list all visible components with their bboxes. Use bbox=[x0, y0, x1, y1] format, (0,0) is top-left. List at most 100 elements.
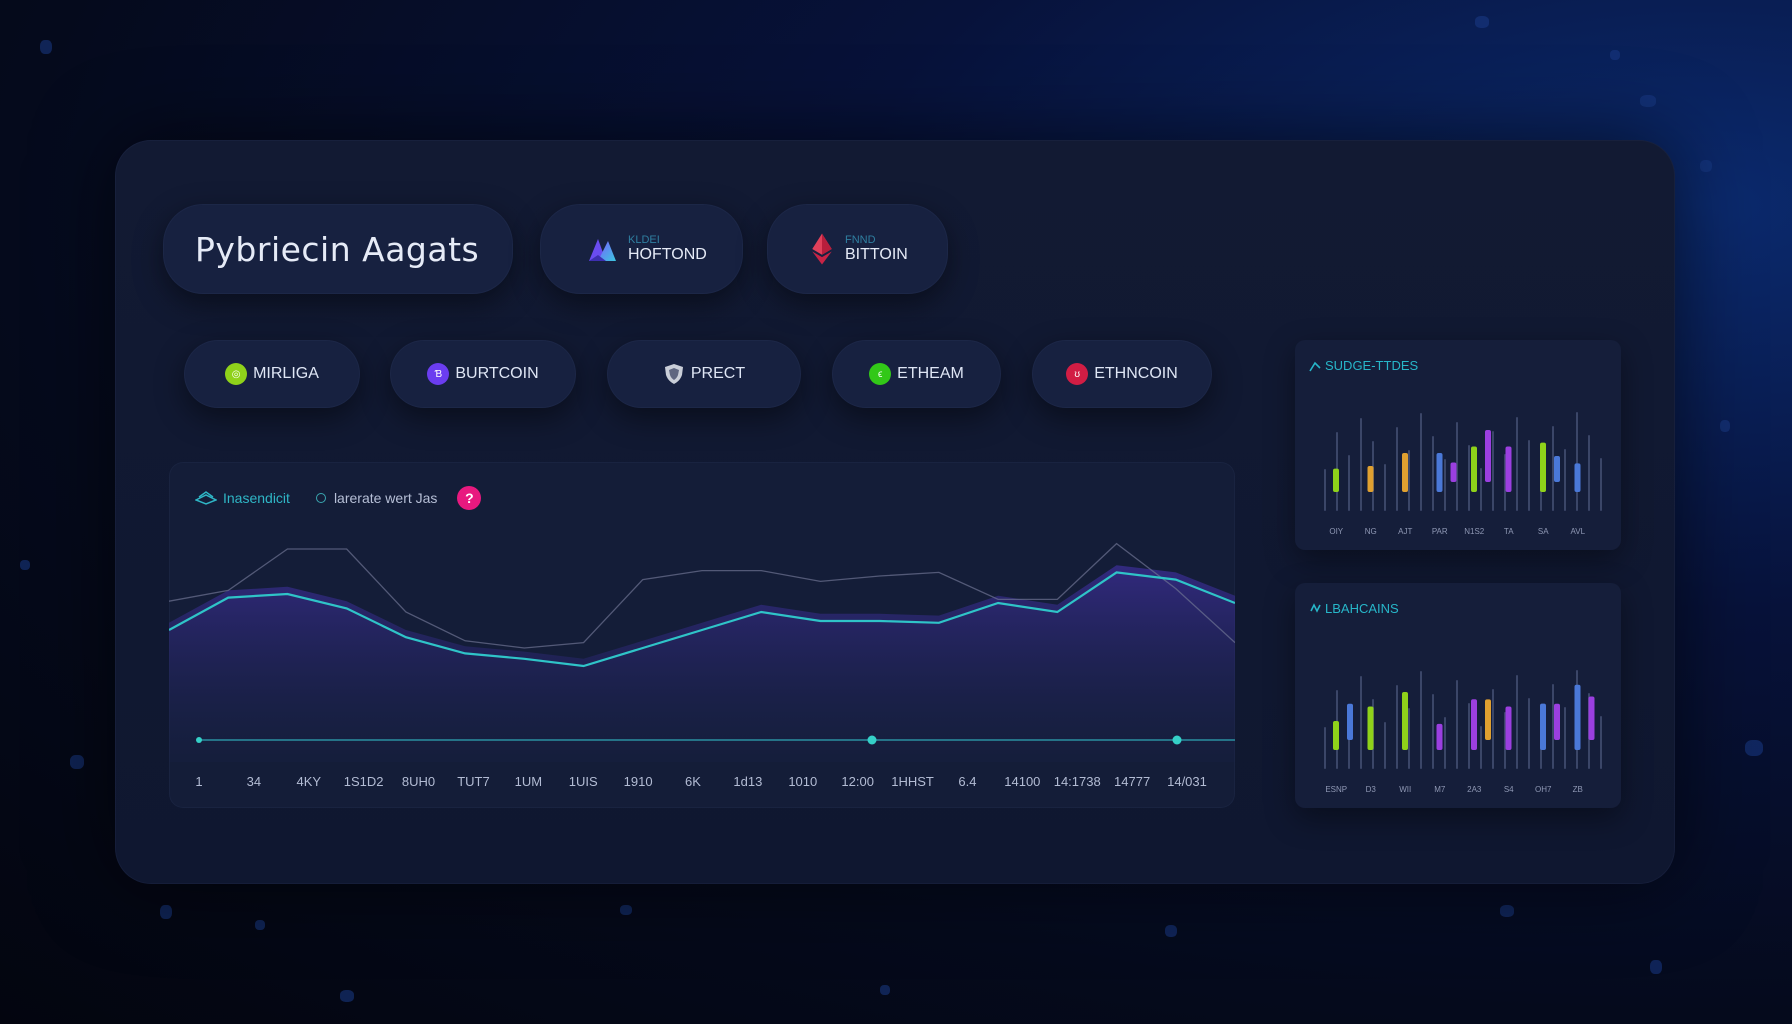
series-line-primary bbox=[169, 571, 1235, 668]
chip-label: ETHNCOIN bbox=[1094, 365, 1178, 382]
side-chart-card-2: LBAHCAINS ESNP D3 WII M7 2A3 S4 OH7 ZB bbox=[1295, 583, 1621, 808]
asset-card-hoftond[interactable]: KLDEI HOFTOND bbox=[540, 204, 743, 294]
bar bbox=[1471, 699, 1477, 750]
layers-icon bbox=[195, 491, 217, 505]
chip-burtcoin[interactable]: Ɓ BURTCOIN bbox=[390, 340, 576, 408]
series-line-secondary bbox=[169, 542, 1235, 649]
main-line-chart: Inasendicit larerate wert Jas ? 1 34 4KY 1S… bbox=[169, 462, 1235, 808]
chip-label: MIRLIGA bbox=[253, 365, 319, 382]
side-chart-title-text: SUDGE-TTDES bbox=[1325, 358, 1419, 373]
bar bbox=[1574, 684, 1581, 750]
bar bbox=[1347, 703, 1353, 740]
asset-small-label: KLDEI bbox=[628, 234, 660, 247]
chip-prect[interactable]: PRECT bbox=[607, 340, 801, 408]
x-tick-label: 1 bbox=[195, 774, 202, 789]
asset-card-bittoin[interactable]: FNND BITTOIN bbox=[767, 204, 948, 294]
asset-name: HOFTOND bbox=[628, 246, 707, 264]
bar bbox=[1367, 706, 1374, 750]
legend-label: larerate wert Jas bbox=[333, 490, 438, 506]
bar bbox=[1333, 468, 1339, 492]
x-tick-label: 1S1D2 bbox=[344, 774, 384, 789]
x-tick-label: 6.4 bbox=[958, 774, 976, 789]
bar bbox=[1554, 703, 1560, 740]
x-tick-label: 1UIS bbox=[569, 774, 598, 789]
bar bbox=[1588, 696, 1595, 740]
range-handle bbox=[196, 737, 202, 743]
x-tick-label: OH7 bbox=[1535, 785, 1552, 794]
legend-label: Inasendicit bbox=[223, 490, 290, 506]
circle-marker-icon bbox=[315, 493, 326, 503]
bar bbox=[1436, 453, 1443, 492]
asset-small-label: FNND bbox=[845, 234, 876, 247]
lime-coin-icon: ◎ bbox=[225, 363, 248, 385]
shield-icon bbox=[664, 364, 683, 384]
bar bbox=[1554, 456, 1560, 482]
side-chart-title: LBAHCAINS bbox=[1309, 601, 1399, 616]
bar bbox=[1402, 453, 1408, 492]
chip-mirliga[interactable]: ◎ MIRLIGA bbox=[184, 340, 360, 408]
help-badge-icon[interactable]: ? bbox=[457, 486, 482, 510]
x-tick-label: 4KY bbox=[296, 774, 321, 789]
bar bbox=[1471, 446, 1477, 492]
x-tick-label: ZB bbox=[1573, 785, 1583, 794]
x-tick-label: 14777 bbox=[1114, 774, 1150, 789]
chip-etheam[interactable]: ϵ ETHEAM bbox=[832, 340, 1001, 408]
trend-icon bbox=[1309, 361, 1321, 371]
chip-label: ETHEAM bbox=[897, 365, 964, 382]
x-tick-label: 1d13 bbox=[733, 774, 762, 789]
bar bbox=[1540, 703, 1546, 750]
chip-label: BURTCOIN bbox=[455, 365, 539, 382]
range-handle bbox=[1172, 735, 1182, 745]
chip-label: PRECT bbox=[690, 365, 746, 382]
bar bbox=[1505, 446, 1512, 492]
x-tick-label: N1S2 bbox=[1464, 527, 1485, 536]
x-tick-label: 2A3 bbox=[1467, 785, 1482, 794]
chart-legend: Inasendicit larerate wert Jas ? bbox=[195, 486, 482, 510]
legend-item-secondary[interactable]: larerate wert Jas bbox=[315, 490, 438, 506]
bar bbox=[1540, 442, 1546, 492]
x-tick-label: ESNP bbox=[1325, 785, 1347, 794]
x-tick-label: WII bbox=[1399, 785, 1411, 794]
x-tick-label: SA bbox=[1538, 527, 1549, 536]
x-tick-label: 1910 bbox=[624, 774, 653, 789]
x-tick-label: PAR bbox=[1432, 527, 1448, 536]
range-handle bbox=[867, 735, 877, 745]
x-tick-label: M7 bbox=[1434, 785, 1446, 794]
x-tick-label: TA bbox=[1504, 527, 1514, 536]
green-coin-icon: ϵ bbox=[869, 363, 892, 385]
bar bbox=[1450, 462, 1457, 482]
ethereum-diamond-icon bbox=[812, 233, 832, 265]
bar bbox=[1505, 706, 1512, 750]
x-tick-label: 1UM bbox=[515, 774, 542, 789]
bar bbox=[1574, 463, 1581, 492]
x-tick-label: TUT7 bbox=[457, 774, 490, 789]
main-chart-svg: 1 34 4KY 1S1D2 8UH0 TUT7 1UM 1UIS 1910 6K 1d13 1010… bbox=[169, 542, 1235, 789]
x-tick-label: 8UH0 bbox=[402, 774, 435, 789]
x-tick-label: AVL bbox=[1570, 527, 1585, 536]
x-tick-label: D3 bbox=[1366, 785, 1377, 794]
x-tick-label: 6K bbox=[685, 774, 701, 789]
x-tick-label: S4 bbox=[1504, 785, 1514, 794]
x-tick-label: 1HHST bbox=[891, 774, 934, 789]
x-tick-label: OIY bbox=[1329, 527, 1343, 536]
x-tick-label: 14:1738 bbox=[1054, 774, 1101, 789]
bar bbox=[1485, 430, 1491, 482]
side-chart-title: SUDGE-TTDES bbox=[1309, 358, 1418, 373]
x-tick-label: NG bbox=[1365, 527, 1377, 536]
side-chart-svg: ESNP D3 WII M7 2A3 S4 OH7 ZB bbox=[1324, 670, 1602, 794]
chip-ethncoin[interactable]: ʊ ETHNCOIN bbox=[1032, 340, 1212, 408]
x-tick-label: 1010 bbox=[788, 774, 817, 789]
side-chart-title-text: LBAHCAINS bbox=[1325, 601, 1399, 616]
page-title: Pybriecin Aagats bbox=[195, 229, 480, 269]
bar bbox=[1485, 699, 1491, 740]
side-chart-card-1: SUDGE-TTDES OIY NG AJT PAR N1S2 TA SA AVL bbox=[1295, 340, 1621, 550]
x-tick-label: 12:00 bbox=[841, 774, 874, 789]
legend-item-primary[interactable]: Inasendicit bbox=[195, 490, 290, 506]
x-tick-label: AJT bbox=[1398, 527, 1412, 536]
series-area bbox=[169, 565, 1235, 762]
bar bbox=[1402, 692, 1408, 750]
chain-icon bbox=[1310, 602, 1321, 613]
bar bbox=[1367, 466, 1374, 492]
x-tick-label: 14100 bbox=[1004, 774, 1040, 789]
bar bbox=[1333, 721, 1339, 750]
